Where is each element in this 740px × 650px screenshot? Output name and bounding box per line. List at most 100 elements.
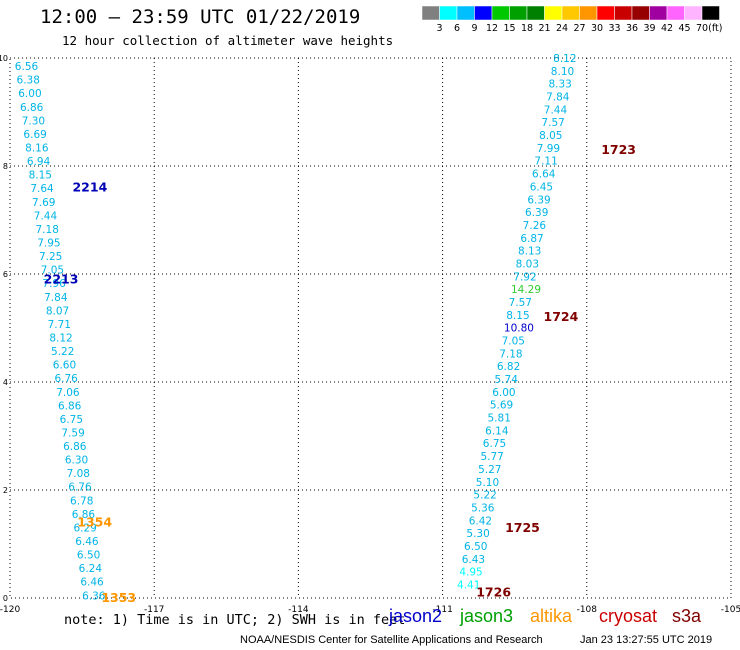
x-tick-label: -105 — [721, 605, 740, 615]
swh-value: 6.29 — [73, 522, 96, 534]
swh-value: 6.76 — [68, 482, 92, 494]
swh-value: 6.86 — [63, 441, 87, 453]
swh-value: 6.64 — [532, 169, 556, 181]
x-tick-label: -108 — [577, 605, 598, 615]
swh-value: 6.45 — [530, 181, 553, 193]
swh-value: 14.29 — [511, 284, 541, 296]
color-legend: 3 6 9 12 15 18 21 24 27 30 33 36 39 42 45 70 (ft) — [421, 5, 723, 34]
legend-label: 33 — [608, 23, 620, 34]
legend-label: 24 — [556, 23, 568, 34]
y-tick-label: 8 — [3, 162, 8, 171]
swh-value: 6.75 — [60, 414, 83, 426]
swh-value: 7.05 — [502, 336, 525, 348]
swh-value: 6.43 — [462, 554, 485, 566]
swh-value: 7.95 — [37, 238, 60, 250]
legend-cryosat: cryosat — [599, 606, 658, 626]
swh-value: 7.30 — [22, 115, 45, 127]
legend-label: 30 — [591, 23, 603, 34]
swh-value: 6.39 — [525, 207, 548, 219]
swh-value: 7.57 — [541, 117, 564, 129]
note-text: note: 1) Time is in UTC; 2) SWH is in fe… — [64, 612, 406, 628]
legend-label: 18 — [521, 23, 533, 34]
swh-value: 6.36 — [82, 590, 106, 602]
swh-value: 7.69 — [32, 197, 55, 209]
swh-value: 5.74 — [495, 374, 519, 386]
legend-label: 21 — [538, 23, 550, 34]
legend-jason3: jason3 — [460, 606, 514, 626]
swh-value: 6.24 — [79, 563, 103, 575]
chart-subtitle: 12 hour collection of altimeter wave hei… — [62, 33, 394, 48]
swh-value: 5.30 — [466, 528, 489, 540]
swh-value: 7.44 — [34, 210, 58, 222]
time-label: 1353 — [101, 590, 136, 605]
swh-value: 6.38 — [17, 75, 40, 87]
legend-label: 12 — [486, 23, 498, 34]
swh-value: 5.69 — [490, 400, 513, 412]
swh-value: 6.69 — [23, 129, 46, 141]
swh-value: 7.96 — [42, 278, 66, 290]
swh-value: 8.15 — [29, 170, 52, 182]
swh-value: 8.12 — [49, 332, 72, 344]
swh-value: 8.15 — [506, 310, 529, 322]
swh-value: 7.59 — [61, 427, 84, 439]
swh-value: 6.86 — [72, 509, 96, 521]
swh-value: 6.46 — [75, 536, 99, 548]
y-tick-label: 2 — [3, 486, 8, 495]
swh-value: 7.64 — [30, 183, 54, 195]
swh-value: 7.44 — [544, 104, 568, 116]
swh-value: 10.80 — [504, 323, 534, 335]
swh-value: 4.41 — [457, 580, 480, 592]
swh-value: 8.33 — [548, 79, 571, 91]
legend-label: 70 — [696, 23, 708, 34]
swh-value: 5.22 — [473, 490, 496, 502]
swh-value: 7.08 — [67, 468, 90, 480]
swh-value: 6.78 — [70, 495, 93, 507]
legend-label: 39 — [643, 23, 655, 34]
swh-value: 7.92 — [513, 271, 536, 283]
swh-value: 7.71 — [48, 319, 71, 331]
y-tick-label: 4 — [3, 378, 8, 387]
swh-value: 6.42 — [469, 515, 492, 527]
time-label: 2213 — [44, 271, 79, 286]
swh-value: 6.50 — [77, 550, 100, 562]
time-label: 2214 — [72, 180, 107, 195]
x-tick-label: -114 — [288, 605, 309, 615]
swh-value: 5.77 — [480, 451, 503, 463]
legend-label: 6 — [454, 23, 460, 34]
swh-value: 7.05 — [41, 265, 64, 277]
swh-value: 7.18 — [499, 348, 522, 360]
legend-swatch — [701, 5, 720, 21]
legend-s3a: s3a — [672, 606, 702, 626]
swh-value: 6.39 — [527, 194, 550, 206]
y-tick-label: 10 — [0, 54, 8, 63]
legend-unit: (ft) — [708, 23, 722, 34]
swh-value: 6.60 — [53, 360, 76, 372]
y-tick-label: 6 — [3, 270, 8, 279]
swh-value: 8.16 — [25, 143, 49, 155]
swh-value: 7.99 — [537, 143, 560, 155]
timestamp-text: Jan 23 13:27:55 UTC 2019 — [580, 634, 713, 646]
swh-value: 7.57 — [509, 297, 532, 309]
legend-label: 42 — [661, 23, 673, 34]
swh-value: 8.10 — [551, 66, 574, 78]
legend-label: 9 — [471, 23, 477, 34]
swh-value: 6.75 — [483, 438, 506, 450]
chart-title: 12:00 – 23:59 UTC 01/22/2019 — [40, 6, 361, 28]
swh-value: 7.25 — [39, 251, 62, 263]
swh-value: 6.76 — [54, 373, 78, 385]
time-label: 1354 — [77, 514, 112, 529]
time-label: 1724 — [544, 309, 579, 324]
legend-jason2: jason2 — [389, 606, 443, 626]
swh-value: 5.81 — [488, 413, 511, 425]
swh-value: 6.86 — [20, 102, 44, 114]
swh-value: 6.14 — [485, 425, 509, 437]
time-label: 1725 — [505, 520, 540, 535]
swh-value: 6.87 — [520, 233, 543, 245]
plot-frame — [9, 57, 732, 599]
swh-value: 8.05 — [539, 130, 562, 142]
swh-value: 5.10 — [476, 477, 499, 489]
swh-value: 8.13 — [518, 246, 541, 258]
swh-value: 5.36 — [471, 502, 495, 514]
swh-value: 8.07 — [46, 305, 69, 317]
